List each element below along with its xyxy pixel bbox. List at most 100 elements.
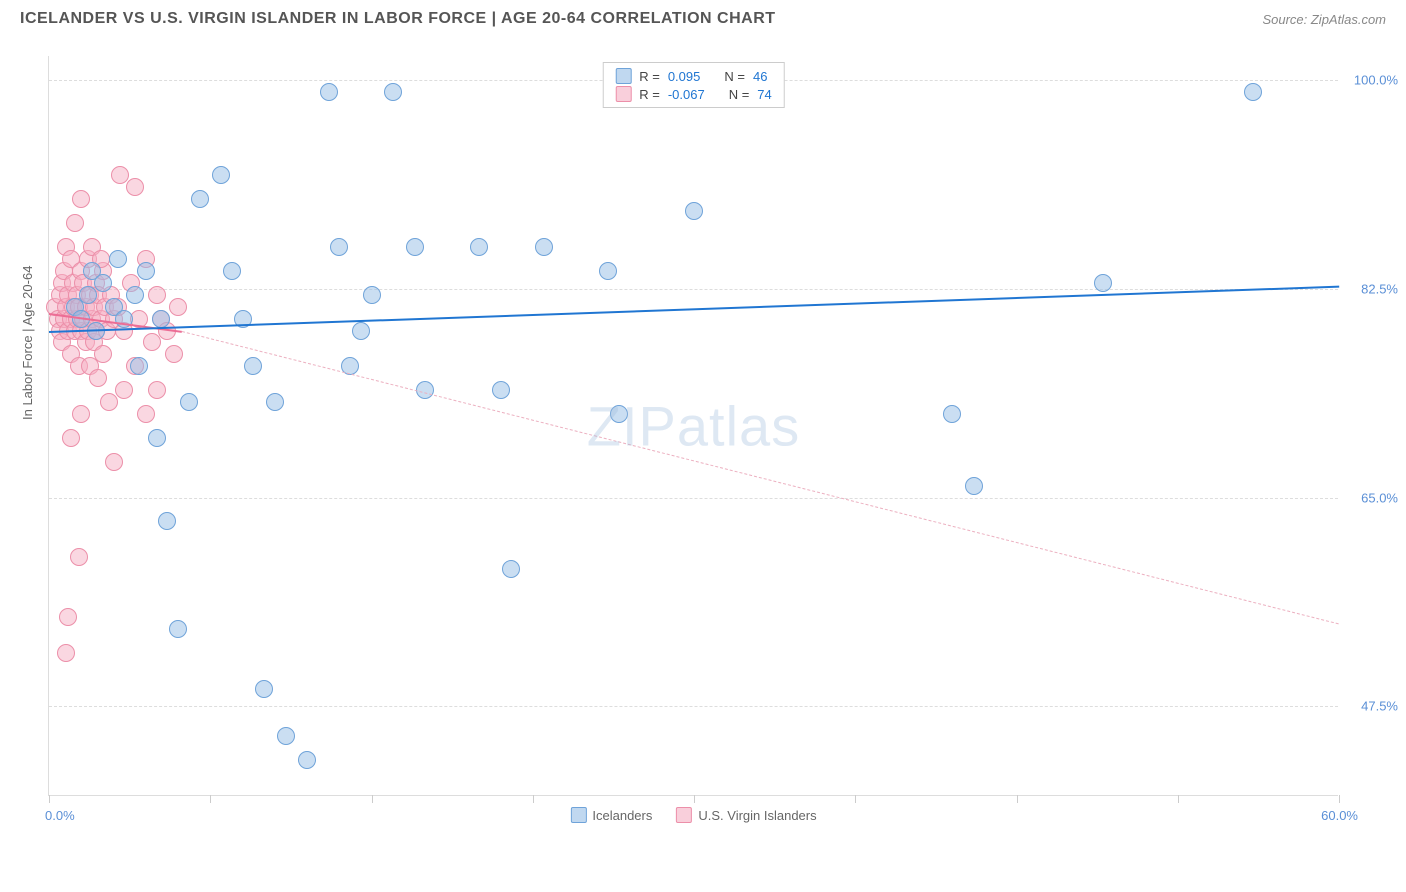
y-tick-label: 82.5% bbox=[1361, 281, 1398, 296]
data-point bbox=[105, 453, 123, 471]
gridline bbox=[49, 706, 1338, 707]
data-point bbox=[115, 381, 133, 399]
r-value: -0.067 bbox=[668, 87, 705, 102]
data-point bbox=[685, 202, 703, 220]
y-axis-label: In Labor Force | Age 20-64 bbox=[20, 266, 35, 420]
data-point bbox=[266, 393, 284, 411]
header: ICELANDER VS U.S. VIRGIN ISLANDER IN LAB… bbox=[0, 0, 1406, 34]
data-point bbox=[94, 274, 112, 292]
x-tick bbox=[533, 795, 534, 803]
data-point bbox=[965, 477, 983, 495]
data-point bbox=[330, 238, 348, 256]
n-value: 74 bbox=[757, 87, 771, 102]
data-point bbox=[165, 345, 183, 363]
legend-item-usvi: U.S. Virgin Islanders bbox=[676, 807, 816, 823]
legend-swatch-pink bbox=[676, 807, 692, 823]
legend-row-icelanders: R = 0.095 N = 46 bbox=[615, 67, 772, 85]
data-point bbox=[126, 178, 144, 196]
chart-area: 47.5%65.0%82.5%100.0% ZIPatlas R = 0.095… bbox=[48, 56, 1338, 796]
data-point bbox=[109, 250, 127, 268]
watermark: ZIPatlas bbox=[587, 393, 800, 458]
legend-correlation: R = 0.095 N = 46 R = -0.067 N = 74 bbox=[602, 62, 785, 108]
data-point bbox=[130, 357, 148, 375]
n-value: 46 bbox=[753, 69, 767, 84]
data-point bbox=[137, 405, 155, 423]
gridline bbox=[49, 289, 1338, 290]
y-tick-label: 65.0% bbox=[1361, 490, 1398, 505]
data-point bbox=[363, 286, 381, 304]
x-tick bbox=[49, 795, 50, 803]
y-tick-label: 100.0% bbox=[1354, 72, 1398, 87]
legend-row-usvi: R = -0.067 N = 74 bbox=[615, 85, 772, 103]
r-value: 0.095 bbox=[668, 69, 701, 84]
data-point bbox=[492, 381, 510, 399]
data-point bbox=[320, 83, 338, 101]
data-point bbox=[148, 429, 166, 447]
data-point bbox=[535, 238, 553, 256]
legend-series: Icelanders U.S. Virgin Islanders bbox=[570, 807, 816, 823]
data-point bbox=[352, 322, 370, 340]
data-point bbox=[406, 238, 424, 256]
data-point bbox=[255, 680, 273, 698]
data-point bbox=[111, 166, 129, 184]
data-point bbox=[57, 644, 75, 662]
data-point bbox=[223, 262, 241, 280]
legend-swatch-pink bbox=[615, 86, 631, 102]
data-point bbox=[502, 560, 520, 578]
data-point bbox=[94, 345, 112, 363]
gridline bbox=[49, 498, 1338, 499]
data-point bbox=[384, 83, 402, 101]
x-tick bbox=[372, 795, 373, 803]
data-point bbox=[137, 262, 155, 280]
data-point bbox=[66, 214, 84, 232]
data-point bbox=[191, 190, 209, 208]
data-point bbox=[158, 512, 176, 530]
data-point bbox=[169, 620, 187, 638]
data-point bbox=[180, 393, 198, 411]
data-point bbox=[89, 369, 107, 387]
data-point bbox=[1244, 83, 1262, 101]
data-point bbox=[1094, 274, 1112, 292]
data-point bbox=[62, 429, 80, 447]
data-point bbox=[79, 286, 97, 304]
legend-label: Icelanders bbox=[592, 808, 652, 823]
data-point bbox=[72, 405, 90, 423]
r-label: R = bbox=[639, 87, 660, 102]
data-point bbox=[70, 548, 88, 566]
data-point bbox=[610, 405, 628, 423]
data-point bbox=[244, 357, 262, 375]
data-point bbox=[100, 393, 118, 411]
data-point bbox=[470, 238, 488, 256]
x-tick bbox=[694, 795, 695, 803]
source-label: Source: ZipAtlas.com bbox=[1262, 12, 1386, 27]
data-point bbox=[59, 608, 77, 626]
x-tick bbox=[1339, 795, 1340, 803]
data-point bbox=[277, 727, 295, 745]
data-point bbox=[72, 190, 90, 208]
x-tick bbox=[855, 795, 856, 803]
r-label: R = bbox=[639, 69, 660, 84]
x-tick bbox=[210, 795, 211, 803]
y-tick-label: 47.5% bbox=[1361, 699, 1398, 714]
data-point bbox=[148, 381, 166, 399]
legend-swatch-blue bbox=[570, 807, 586, 823]
n-label: N = bbox=[729, 87, 750, 102]
legend-swatch-blue bbox=[615, 68, 631, 84]
data-point bbox=[212, 166, 230, 184]
x-tick bbox=[1017, 795, 1018, 803]
regression-line bbox=[182, 331, 1339, 624]
data-point bbox=[148, 286, 166, 304]
x-axis-max-label: 60.0% bbox=[1321, 808, 1358, 823]
data-point bbox=[943, 405, 961, 423]
legend-label: U.S. Virgin Islanders bbox=[698, 808, 816, 823]
x-tick bbox=[1178, 795, 1179, 803]
x-axis-min-label: 0.0% bbox=[45, 808, 75, 823]
data-point bbox=[143, 333, 161, 351]
n-label: N = bbox=[724, 69, 745, 84]
data-point bbox=[152, 310, 170, 328]
legend-item-icelanders: Icelanders bbox=[570, 807, 652, 823]
chart-title: ICELANDER VS U.S. VIRGIN ISLANDER IN LAB… bbox=[20, 10, 776, 28]
data-point bbox=[599, 262, 617, 280]
data-point bbox=[298, 751, 316, 769]
data-point bbox=[126, 286, 144, 304]
